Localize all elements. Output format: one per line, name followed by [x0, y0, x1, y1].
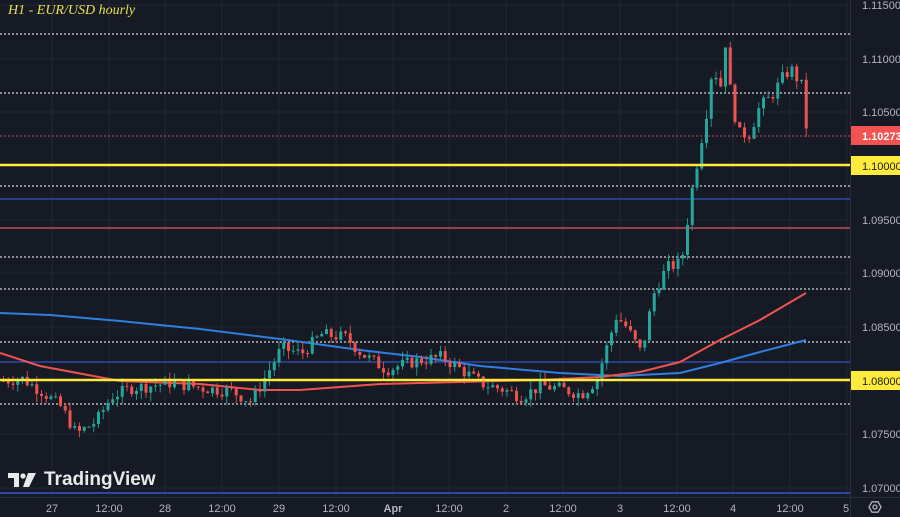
price-tick: 1.11500 — [862, 0, 900, 12]
candlesticks — [2, 41, 808, 438]
chart-title: H1 - EUR/USD hourly — [8, 3, 136, 18]
time-tick: 12:00 — [435, 503, 463, 515]
time-tick: 3 — [617, 503, 623, 515]
ma-fast-line — [0, 292, 807, 391]
time-tick: 12:00 — [776, 503, 804, 515]
time-tick: 12:00 — [95, 503, 123, 515]
time-tick: 12:00 — [663, 503, 691, 515]
time-tick: 5 — [843, 503, 849, 515]
key-level-badge-1.10000 — [851, 156, 900, 175]
time-tick: 28 — [159, 503, 171, 515]
price-axis[interactable]: 1.11500 1.11000 1.10500 1.09500 1.09000 … — [851, 0, 900, 495]
tradingview-logo-icon — [8, 473, 36, 487]
logo-text: TradingView — [44, 469, 156, 490]
price-tick: 1.08500 — [862, 322, 900, 334]
tradingview-logo: TradingView — [8, 469, 156, 491]
current-price-badge — [851, 126, 900, 145]
horizontal-gridlines — [0, 4, 850, 489]
time-axis[interactable]: 27 12:00 28 12:00 29 12:00 Apr 12:00 2 1… — [46, 503, 849, 515]
current-price-label: 1.10273 — [862, 131, 900, 143]
price-tick: 1.11000 — [862, 54, 900, 66]
dotted-levels — [0, 33, 850, 405]
price-tick: 1.09500 — [862, 215, 900, 227]
time-tick: 12:00 — [549, 503, 577, 515]
price-tick: 1.10500 — [862, 107, 900, 119]
time-tick: 27 — [46, 503, 58, 515]
time-tick: Apr — [384, 503, 404, 515]
time-tick: 2 — [503, 503, 509, 515]
time-tick: 4 — [730, 503, 736, 515]
price-tick: 1.09000 — [862, 268, 900, 280]
key-level-badge-1.08000 — [851, 371, 900, 390]
price-tick: 1.07500 — [862, 429, 900, 441]
time-tick: 29 — [273, 503, 285, 515]
settings-gear-icon[interactable] — [868, 501, 882, 513]
vertical-gridlines — [51, 0, 848, 497]
price-tick: 1.07000 — [862, 483, 900, 495]
key-level-label: 1.08000 — [862, 376, 900, 388]
time-tick: 12:00 — [322, 503, 350, 515]
time-tick: 12:00 — [208, 503, 236, 515]
key-level-label: 1.10000 — [862, 161, 900, 173]
